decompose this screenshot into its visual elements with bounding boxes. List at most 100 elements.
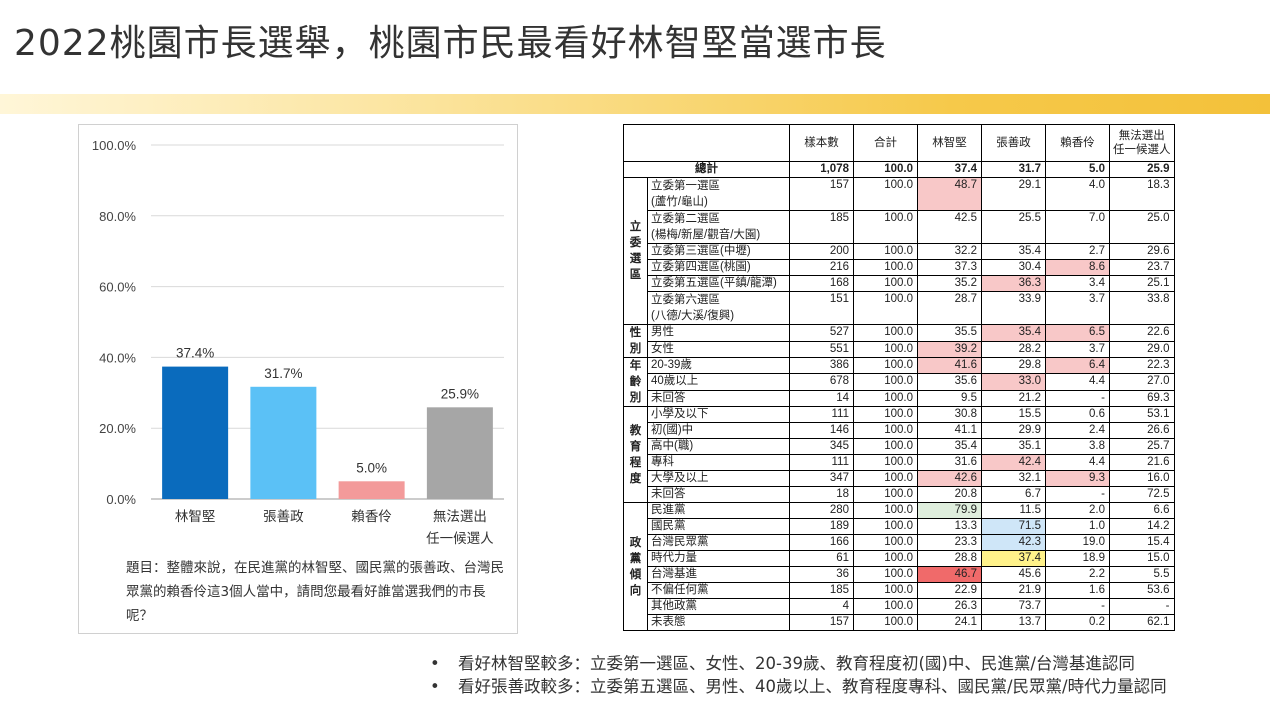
bar-value-label: 37.4% [176, 346, 214, 361]
data-cell: 25.1 [1109, 275, 1175, 292]
row-label: 立委第二選區 (楊梅/新屋/觀音/大園) [647, 210, 790, 244]
data-cell: 280 [789, 502, 854, 519]
total-cell: 31.7 [981, 161, 1046, 178]
y-tick-label: 60.0% [99, 280, 136, 295]
data-cell: 28.2 [981, 340, 1046, 358]
data-cell: 14.2 [1109, 518, 1175, 535]
data-cell: 5.5 [1109, 566, 1175, 583]
data-cell: 146 [789, 422, 854, 439]
data-cell: 71.5 [981, 518, 1046, 535]
data-cell: 22.9 [917, 582, 982, 599]
column-header: 樣本數 [789, 124, 854, 162]
bar-value-label: 25.9% [441, 386, 479, 401]
column-header: 合計 [853, 124, 918, 162]
data-cell: 29.9 [981, 422, 1046, 439]
data-cell: 32.2 [917, 243, 982, 260]
data-cell: 69.3 [1109, 389, 1175, 408]
total-cell: 1,078 [789, 161, 854, 178]
data-cell: 2.0 [1045, 502, 1110, 519]
data-cell: 46.7 [917, 566, 982, 583]
bullet-icon: • [430, 654, 440, 673]
data-cell: 33.9 [981, 291, 1046, 325]
data-cell: 31.6 [917, 454, 982, 471]
data-cell: 345 [789, 438, 854, 455]
row-label: 初(國)中 [647, 422, 790, 439]
data-cell: 157 [789, 177, 854, 211]
row-label: 20-39歲 [647, 356, 790, 375]
column-header: 無法選出 任一候選人 [1109, 124, 1175, 162]
data-cell: 25.7 [1109, 438, 1175, 455]
data-cell: 157 [789, 614, 854, 631]
data-cell: 100.0 [853, 340, 918, 358]
data-cell: 100.0 [853, 566, 918, 583]
bullet-item-1: • 看好林智堅較多：立委第一選區、女性、20-39歲、教育程度初(國)中、民進黨/… [430, 652, 1167, 675]
bar-chart-panel: 0.0% 20.0% 40.0% 60.0% 80.0% 100.0% 37.4% 林智堅 31… [78, 124, 518, 634]
x-tick-label: 張善政 [263, 509, 304, 525]
table-row: 大學及以上 347 100.0 42.6 32.1 9.3 16.0 [624, 470, 1175, 487]
data-cell: 6.7 [981, 486, 1046, 503]
data-cell: 35.4 [981, 324, 1046, 342]
data-cell: - [1109, 598, 1175, 615]
table-row: 立委第五選區(平鎮/龍潭) 168 100.0 35.2 36.3 3.4 25.1 [624, 275, 1175, 292]
data-cell: 100.0 [853, 550, 918, 567]
data-cell: 100.0 [853, 534, 918, 551]
data-cell: 100.0 [853, 598, 918, 615]
results-table: 樣本數 合計 林智堅 張善政 賴香伶 無法選出 任一候選人 總計 1,078 100.0 37.4 3… [623, 124, 1175, 631]
group-label: 政黨傾向 [623, 502, 648, 631]
data-cell: 28.7 [917, 291, 982, 325]
data-cell: 3.7 [1045, 340, 1110, 358]
bullet-icon: • [430, 677, 440, 696]
bar [338, 481, 405, 499]
data-cell: 35.4 [981, 243, 1046, 260]
data-cell: 151 [789, 291, 854, 325]
data-cell: 22.3 [1109, 356, 1175, 375]
bar [162, 366, 229, 499]
bar [250, 386, 317, 499]
data-cell: 9.5 [917, 389, 982, 408]
data-cell: 100.0 [853, 486, 918, 503]
data-cell: 1.6 [1045, 582, 1110, 599]
total-row: 總計 1,078 100.0 37.4 31.7 5.0 25.9 [623, 161, 1175, 178]
row-label: 專科 [647, 454, 790, 471]
data-cell: 35.6 [917, 373, 982, 391]
table-row: 立委第六選區 (八德/大溪/復興) 151 100.0 28.7 33.9 3.7 33.8 [624, 291, 1175, 325]
data-cell: 42.3 [981, 534, 1046, 551]
row-label: 未表態 [647, 614, 790, 631]
data-cell: 35.5 [917, 324, 982, 342]
bullet-text: 看好張善政較多：立委第五選區、男性、40歲以上、教育程度專科、國民黨/民眾黨/時… [458, 677, 1167, 696]
data-cell: 14 [789, 389, 854, 408]
data-cell: 9.3 [1045, 470, 1110, 487]
table-row: 台灣民眾黨 166 100.0 23.3 42.3 19.0 15.4 [624, 534, 1175, 551]
data-cell: 25.5 [981, 210, 1046, 244]
data-cell: 185 [789, 210, 854, 244]
data-cell: 7.0 [1045, 210, 1110, 244]
data-cell: 29.6 [1109, 243, 1175, 260]
data-cell: 24.1 [917, 614, 982, 631]
table-row: 年齡別 20-39歲 386 100.0 41.6 29.8 6.4 22.3 [623, 356, 1175, 407]
data-cell: 39.2 [917, 340, 982, 358]
data-cell: 0.2 [1045, 614, 1110, 631]
data-cell: 42.4 [981, 454, 1046, 471]
row-label: 立委第六選區 (八德/大溪/復興) [647, 291, 790, 325]
y-tick-label: 100.0% [92, 138, 137, 153]
data-cell: 100.0 [853, 275, 918, 292]
table-row: 40歲以上 678 100.0 35.6 33.0 4.4 27.0 [624, 373, 1175, 391]
data-cell: 61 [789, 550, 854, 567]
data-cell: 32.1 [981, 470, 1046, 487]
data-cell: 3.7 [1045, 291, 1110, 325]
header-blank [623, 124, 790, 162]
data-cell: 100.0 [853, 177, 918, 211]
x-tick-label: 無法選出 [433, 509, 487, 525]
x-tick-label: 賴香伶 [351, 509, 392, 525]
column-header: 張善政 [981, 124, 1046, 162]
bar-value-label: 5.0% [356, 460, 387, 475]
row-label: 40歲以上 [647, 373, 790, 391]
table-row: 立委第二選區 (楊梅/新屋/觀音/大園) 185 100.0 42.5 25.5 7.0 25… [624, 210, 1175, 244]
data-cell: 33.8 [1109, 291, 1175, 325]
group-label: 性別 [623, 324, 648, 358]
data-cell: - [1045, 486, 1110, 503]
data-cell: 100.0 [853, 356, 918, 375]
bar [426, 407, 493, 499]
table-row: 未回答 18 100.0 20.8 6.7-72.5 [624, 486, 1175, 503]
data-cell: 73.7 [981, 598, 1046, 615]
